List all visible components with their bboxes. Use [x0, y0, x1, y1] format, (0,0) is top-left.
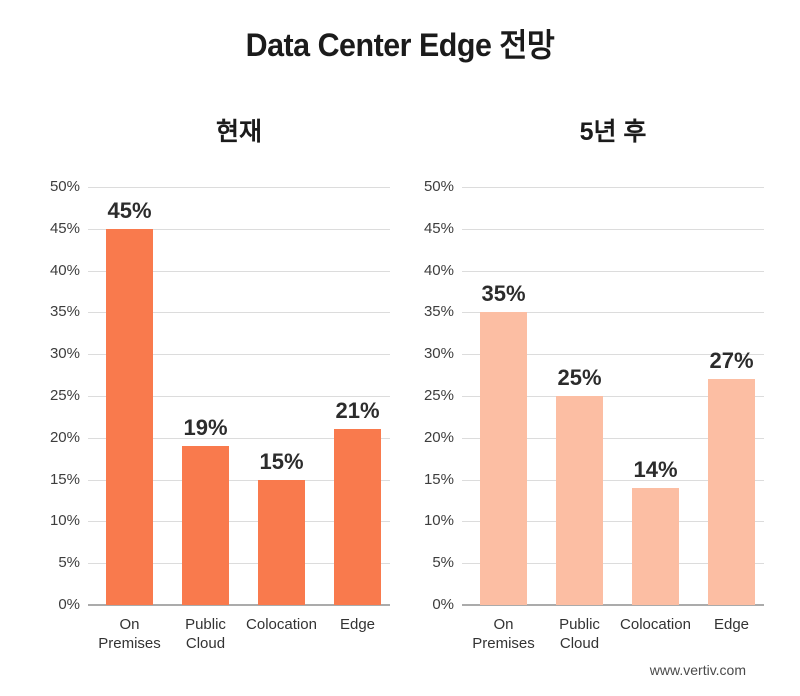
y-axis: 0% 5% 10% 15% 20% 25% 30% 35% 40% 45% 50% — [36, 178, 80, 613]
gridline — [462, 396, 764, 397]
gridline — [462, 228, 764, 230]
category-label-edge: Edge — [339, 616, 376, 633]
category-label-public-cloud: Public Cloud — [185, 616, 226, 652]
gridline — [462, 437, 764, 439]
bar-colocation — [632, 488, 679, 605]
value-label-on-premises: 35% — [481, 281, 526, 306]
gridline — [462, 479, 764, 481]
y-tick-label: 20% — [49, 428, 80, 446]
value-label-edge: 21% — [335, 398, 380, 423]
category-label-colocation: Colocation — [246, 616, 317, 633]
bar-public-cloud — [182, 446, 229, 605]
gridline — [88, 228, 390, 230]
value-label-on-premises: 45% — [107, 198, 152, 223]
gridline — [88, 479, 390, 481]
category-label-on-premises: On Premises — [98, 616, 161, 652]
bar-edge — [334, 429, 381, 605]
y-tick-label: 0% — [58, 596, 80, 613]
y-tick-label: 50% — [423, 178, 454, 195]
y-tick-label: 25% — [423, 387, 454, 404]
y-tick-label: 20% — [423, 428, 454, 446]
y-tick-label: 5% — [58, 554, 80, 572]
value-label-colocation: 14% — [633, 457, 678, 482]
gridline — [88, 396, 390, 397]
plot-area: 35% 25% 14% 27% — [462, 187, 764, 606]
y-axis: 0% 5% 10% 15% 20% 25% 30% 35% 40% 45% 50% — [410, 178, 454, 613]
chart-current: 현재 0% 5% 10% 15% 20% 25% 30% 35% 40% 45% 50% 45% 19… — [36, 108, 390, 668]
x-axis: On Premises Public Cloud Colocation Edge — [462, 615, 764, 663]
y-tick-label: 10% — [423, 512, 454, 530]
gridline — [462, 187, 764, 188]
gridline — [462, 312, 764, 314]
chart-future-subtitle: 5년 후 — [579, 118, 647, 146]
bar-colocation — [258, 480, 305, 605]
y-tick-label: 35% — [423, 303, 454, 321]
y-tick-label: 15% — [49, 470, 80, 488]
y-tick-label: 15% — [423, 470, 454, 488]
gridline — [462, 563, 764, 565]
y-tick-label: 40% — [423, 261, 454, 279]
x-axis: On Premises Public Cloud Colocation Edge — [88, 615, 390, 663]
y-tick-label: 30% — [423, 345, 454, 363]
bar-public-cloud — [556, 396, 603, 605]
gridline — [88, 563, 390, 565]
gridline — [88, 187, 390, 188]
chart-current-subtitle: 현재 — [215, 118, 262, 146]
bar-edge — [708, 379, 755, 605]
bar-on-premises — [106, 229, 153, 605]
y-tick-label: 50% — [49, 178, 80, 195]
y-tick-label: 10% — [49, 512, 80, 530]
gridline — [462, 521, 764, 523]
gridline — [88, 437, 390, 439]
gridline — [88, 354, 390, 356]
category-label-edge: Edge — [713, 616, 750, 633]
y-tick-label: 45% — [423, 219, 454, 237]
gridline — [88, 270, 390, 272]
chart-future: 5년 후 0% 5% 10% 15% 20% 25% 30% 35% 40% 45% 50% 35%… — [410, 108, 764, 668]
value-label-edge: 27% — [709, 348, 754, 373]
y-tick-label: 5% — [432, 554, 454, 572]
value-label-public-cloud: 25% — [557, 365, 602, 390]
gridline — [88, 521, 390, 523]
gridline — [462, 270, 764, 272]
gridline — [88, 312, 390, 314]
gridline — [462, 354, 764, 356]
bar-on-premises — [480, 312, 527, 605]
y-tick-label: 0% — [432, 596, 454, 613]
category-label-on-premises: On Premises — [472, 616, 535, 652]
value-label-colocation: 15% — [259, 449, 304, 474]
category-label-colocation: Colocation — [620, 616, 691, 633]
source-url: www.vertiv.com — [649, 662, 746, 678]
plot-area: 45% 19% 15% 21% — [88, 187, 390, 606]
y-tick-label: 35% — [49, 303, 80, 321]
x-axis-line — [88, 604, 390, 606]
y-tick-label: 25% — [49, 387, 80, 404]
y-tick-label: 45% — [49, 219, 80, 237]
category-label-public-cloud: Public Cloud — [559, 616, 600, 652]
value-label-public-cloud: 19% — [183, 415, 228, 440]
y-tick-label: 40% — [49, 261, 80, 279]
page-title: Data Center Edge 전망 — [245, 27, 555, 63]
y-tick-label: 30% — [49, 345, 80, 363]
x-axis-line — [462, 604, 764, 606]
